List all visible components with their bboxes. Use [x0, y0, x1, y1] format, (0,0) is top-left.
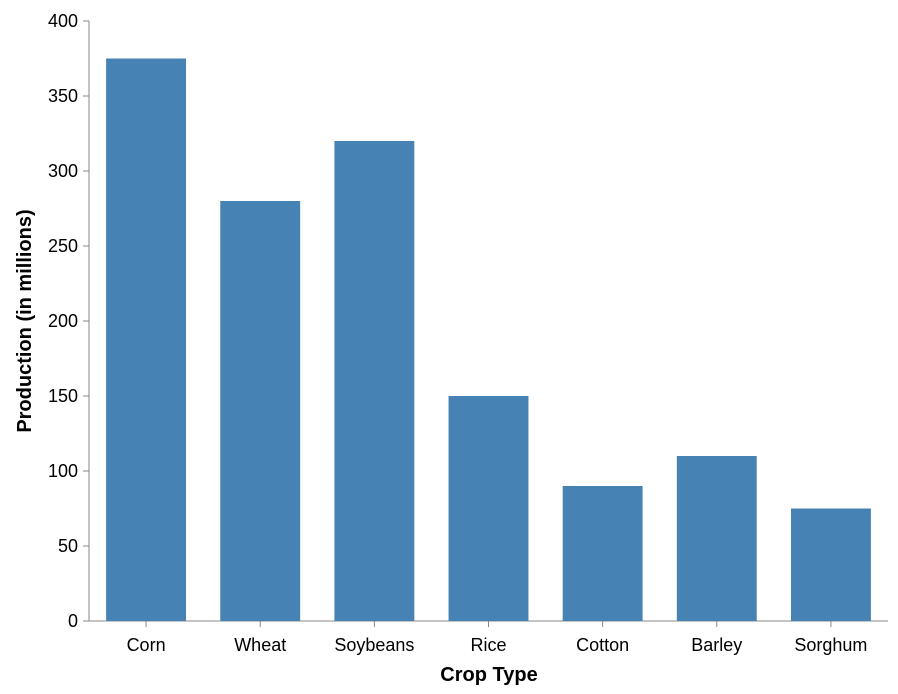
- bar-cotton: [562, 486, 643, 621]
- y-tick-label: 300: [48, 161, 78, 181]
- x-tick-label: Wheat: [234, 635, 286, 655]
- y-tick-label: 100: [48, 461, 78, 481]
- y-tick-label: 400: [48, 11, 78, 31]
- bar-soybeans: [334, 141, 415, 621]
- y-axis-title: Production (in millions): [14, 209, 36, 432]
- bar-wheat: [220, 201, 301, 621]
- x-tick-label: Cotton: [576, 635, 629, 655]
- bar-barley: [676, 456, 757, 621]
- x-axis: Corn Wheat Soybeans Rice Cotton Barley Sorghum: [89, 620, 888, 655]
- y-tick-label: 150: [48, 386, 78, 406]
- x-tick-label: Corn: [127, 635, 166, 655]
- x-tick-label: Sorghum: [794, 635, 867, 655]
- y-tick-label: 0: [68, 611, 78, 631]
- x-tick-label: Rice: [470, 635, 506, 655]
- y-tick-label: 200: [48, 311, 78, 331]
- y-tick-label: 350: [48, 86, 78, 106]
- x-axis-title: Crop Type: [440, 664, 537, 686]
- bar-sorghum: [790, 508, 871, 621]
- bar-rice: [448, 396, 529, 621]
- x-tick-label: Soybeans: [334, 635, 414, 655]
- bar-corn: [106, 58, 187, 621]
- y-axis: 0 50 100 150 200 250 300 350 400: [48, 11, 90, 631]
- x-tick-label: Barley: [691, 635, 742, 655]
- y-tick-label: 50: [58, 536, 78, 556]
- y-tick-label: 250: [48, 236, 78, 256]
- bars: [106, 58, 871, 621]
